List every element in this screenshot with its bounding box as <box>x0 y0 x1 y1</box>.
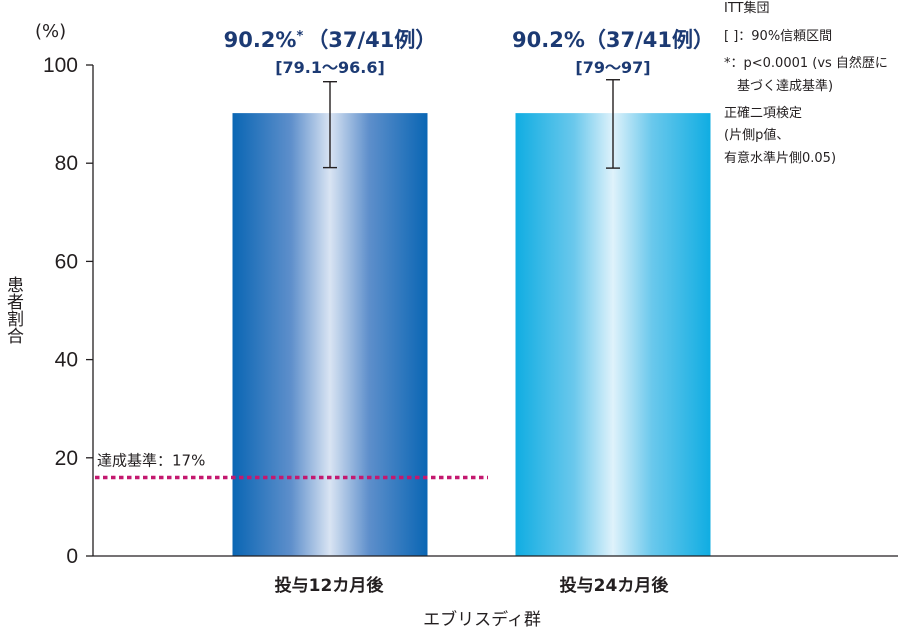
x-category-label-2: 投与24カ月後 <box>560 575 670 596</box>
bar-1-ci-label: [79.1～96.6] <box>275 58 385 77</box>
footnotes: ITT集団 [ ]：90%信頼区間 *：p<0.0001 (vs 自然歴に 基づ… <box>724 0 888 166</box>
y-tick-label: 60 <box>55 250 78 273</box>
y-tick-label: 0 <box>66 545 78 568</box>
note-population: ITT集団 <box>724 0 770 16</box>
x-axis-title: エブリスディ群 <box>423 609 541 630</box>
y-tick-label: 100 <box>43 54 78 77</box>
note-pvalue: *：p<0.0001 (vs 自然歴に <box>724 55 888 71</box>
bar-2-value-label: 90.2%（37/41例） <box>512 28 714 52</box>
x-category-label-1: 投与12カ月後 <box>275 575 385 596</box>
note-test-detail-1: (片側p値、 <box>724 127 789 143</box>
threshold-label: 達成基準：17% <box>97 451 205 469</box>
y-tick-label: 40 <box>55 349 78 372</box>
note-test-detail-2: 有意水準片側0.05) <box>724 150 836 166</box>
bar-2 <box>515 113 711 557</box>
bar-1-value-label: 90.2%* （37/41例） <box>224 28 437 52</box>
y-tick-label: 20 <box>55 447 78 470</box>
note-test: 正確二項検定 <box>724 105 802 121</box>
error-bar-1 <box>323 80 337 169</box>
y-unit-label: (%) <box>35 21 66 42</box>
error-bar-2 <box>606 79 620 169</box>
bar-2-ci-label: [79～97] <box>575 58 650 77</box>
note-ci: [ ]：90%信頼区間 <box>724 29 832 44</box>
bar-1 <box>232 113 428 557</box>
y-axis-title: 患者割合 <box>3 276 24 344</box>
y-tick-label: 80 <box>55 152 78 175</box>
note-pvalue-cont: 基づく達成基準) <box>737 78 833 94</box>
